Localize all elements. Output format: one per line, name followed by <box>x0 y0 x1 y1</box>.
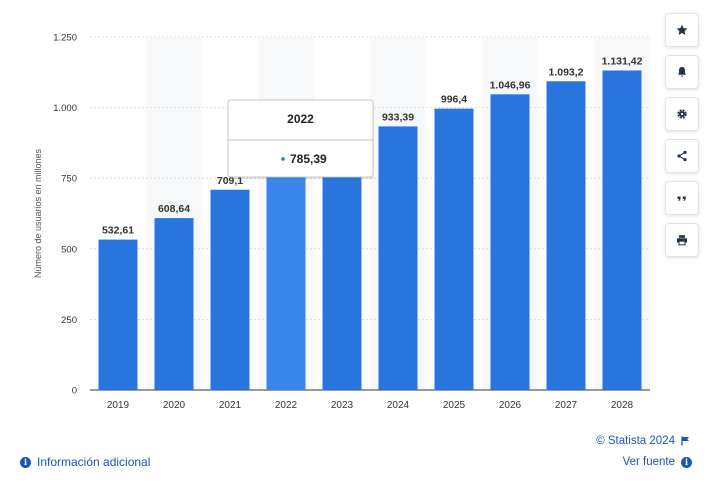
share-button[interactable] <box>665 139 699 173</box>
bar <box>154 218 194 390</box>
y-tick-label: 500 <box>61 244 77 255</box>
bar <box>378 126 418 390</box>
data-label: 1.046,96 <box>490 79 531 91</box>
quote-icon <box>677 196 686 201</box>
y-tick-label: 1.000 <box>53 103 77 114</box>
favorite-button[interactable] <box>665 13 699 47</box>
x-tick-label: 2025 <box>443 400 466 411</box>
view-source-link[interactable]: Ver fuente i <box>623 456 692 468</box>
data-label: 996,4 <box>441 94 467 106</box>
tooltip-series-dot <box>281 157 285 161</box>
data-label: 709,1 <box>217 175 243 187</box>
x-tick-label: 2026 <box>499 400 522 411</box>
data-label: 933,39 <box>382 111 414 123</box>
settings-button[interactable] <box>665 97 699 131</box>
bar <box>490 94 530 390</box>
y-tick-label: 250 <box>61 315 77 326</box>
view-source-label: Ver fuente <box>622 456 675 468</box>
bar <box>266 168 306 390</box>
y-axis-title: Número de usuarios en millones <box>33 148 43 278</box>
flag-icon <box>681 436 689 446</box>
bar <box>434 108 474 390</box>
bar <box>322 147 362 390</box>
x-tick-label: 2028 <box>611 400 634 411</box>
copyright-link[interactable]: © Statista 2024 <box>596 435 690 447</box>
cite-button[interactable] <box>665 181 699 215</box>
info-icon: i <box>20 456 31 468</box>
gear-icon <box>677 109 687 119</box>
bar <box>98 239 138 390</box>
data-label: 1.093,2 <box>548 66 583 78</box>
x-tick-label: 2027 <box>555 400 578 411</box>
data-label: 1.131,42 <box>602 55 643 67</box>
x-tick-label: 2019 <box>107 400 130 411</box>
tooltip-value: 785,39 <box>290 152 327 166</box>
y-tick-label: 1.250 <box>53 33 77 44</box>
data-label: 532,61 <box>102 225 134 237</box>
y-tick-label: 750 <box>61 174 77 185</box>
bar <box>602 70 642 390</box>
copyright-label: © Statista 2024 <box>596 435 675 447</box>
y-tick-label: 0 <box>72 386 77 397</box>
info-icon: i <box>681 456 692 468</box>
bar <box>546 81 586 390</box>
star-icon <box>676 24 688 35</box>
x-tick-label: 2024 <box>387 400 410 411</box>
tooltip-title: 2022 <box>287 112 314 126</box>
data-label: 608,64 <box>158 203 190 215</box>
tooltip-box <box>227 99 374 178</box>
x-tick-label: 2020 <box>163 400 186 411</box>
bar <box>210 189 250 390</box>
x-tick-label: 2022 <box>275 400 298 411</box>
share-icon <box>677 150 687 162</box>
notification-button[interactable] <box>665 55 699 89</box>
bell-icon <box>677 67 687 77</box>
side-toolbar <box>665 13 699 257</box>
print-icon <box>677 235 687 246</box>
print-button[interactable] <box>665 223 699 257</box>
additional-info-link[interactable]: i Información adicional <box>20 455 150 469</box>
additional-info-label: Información adicional <box>37 455 151 469</box>
x-tick-label: 2021 <box>219 400 242 411</box>
x-tick-label: 2023 <box>331 400 354 411</box>
